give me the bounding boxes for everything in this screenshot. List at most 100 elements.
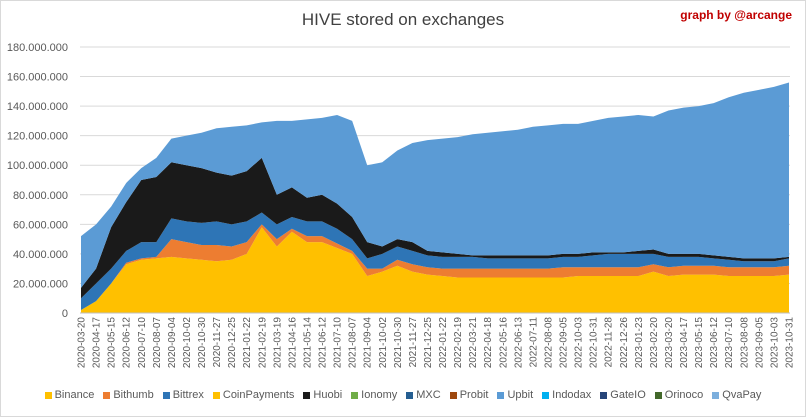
x-tick-label: 2021-07-10 — [333, 317, 344, 369]
legend-swatch — [212, 391, 220, 399]
x-tick-label: 2020-10-02 — [182, 317, 193, 369]
legend-swatch — [600, 391, 608, 399]
x-tick-label: 2023-06-12 — [709, 317, 720, 369]
x-tick-label: 2023-02-20 — [649, 317, 660, 369]
legend-swatch — [103, 391, 111, 399]
legend-item-binance: Binance — [44, 389, 95, 401]
x-tick-label: 2022-01-22 — [438, 317, 449, 369]
legend-item-ionomy: Ionomy — [351, 389, 397, 401]
legend-label: QvaPay — [722, 389, 762, 401]
legend-label: Binance — [54, 389, 95, 401]
x-tick-label: 2023-10-31 — [785, 317, 796, 369]
y-tick-label: 60.000.000 — [13, 219, 68, 231]
x-tick-label: 2022-10-03 — [574, 317, 585, 369]
legend-swatch — [351, 391, 359, 399]
x-tick-label: 2022-08-08 — [543, 317, 554, 369]
legend-swatch — [654, 391, 662, 399]
legend-item-indodax: Indodax — [542, 389, 591, 401]
area-bithumb — [81, 224, 789, 311]
legend-swatch — [303, 391, 311, 399]
legend-item-huobi: Huobi — [303, 389, 342, 401]
y-tick-label: 120.000.000 — [7, 131, 68, 143]
x-tick-label: 2023-05-15 — [694, 317, 705, 369]
legend-label: GateIO — [610, 389, 646, 401]
x-tick-label: 2020-12-25 — [227, 317, 238, 369]
y-tick-label: 0 — [62, 308, 68, 320]
x-tick-label: 2021-04-16 — [287, 317, 298, 369]
legend-label: Indodax — [552, 389, 592, 401]
legend-item-bithumb: Bithumb — [103, 389, 154, 401]
x-tick-label: 2020-07-10 — [137, 317, 148, 369]
legend-item-mxc: MXC — [406, 389, 441, 401]
x-tick-label: 2022-12-26 — [619, 317, 630, 369]
legend-item-probit: Probit — [449, 389, 489, 401]
x-tick-label: 2021-01-22 — [242, 317, 253, 369]
legend-label: Ionomy — [361, 389, 398, 401]
x-tick-label: 2023-07-10 — [724, 317, 735, 369]
legend-swatch — [449, 391, 457, 399]
legend-label: Bithumb — [113, 389, 154, 401]
x-tick-label: 2021-11-27 — [408, 317, 419, 368]
legend-label: Orinoco — [664, 389, 704, 401]
x-tick-label: 2022-03-21 — [468, 317, 479, 369]
legend-swatch — [542, 391, 550, 399]
chart-title: HIVE stored on exchanges — [301, 10, 505, 29]
x-tick-label: 2021-05-14 — [302, 317, 313, 369]
x-tick-label: 2020-03-20 — [77, 317, 88, 369]
legend-swatch — [497, 391, 505, 399]
x-tick-label: 2020-11-27 — [212, 317, 223, 368]
x-tick-label: 2022-05-16 — [498, 317, 509, 369]
x-tick-label: 2022-04-18 — [483, 317, 494, 369]
x-tick-label: 2022-09-05 — [559, 317, 570, 369]
legend-item-orinoco: Orinoco — [654, 389, 704, 401]
chart-credit: graph by @arcange — [680, 8, 792, 22]
y-tick-label: 180.000.000 — [7, 42, 68, 54]
legend-item-gateio: GateIO — [600, 389, 646, 401]
x-tick-label: 2020-04-17 — [92, 317, 103, 369]
x-tick-label: 2021-09-04 — [363, 317, 374, 369]
legend-label: CoinPayments — [222, 389, 295, 401]
x-tick-label: 2020-09-04 — [167, 317, 178, 369]
x-tick-label: 2020-08-07 — [152, 317, 163, 369]
legend-swatch — [712, 391, 720, 399]
legend-label: Probit — [459, 389, 489, 401]
legend-item-bittrex: Bittrex — [162, 389, 204, 401]
x-tick-label: 2021-08-07 — [348, 317, 359, 369]
x-tick-label: 2022-10-31 — [589, 317, 600, 369]
area-bittrex — [81, 212, 789, 311]
x-tick-label: 2021-02-19 — [257, 317, 268, 369]
legend-item-qvapay: QvaPay — [712, 389, 761, 401]
x-tick-label: 2023-04-17 — [679, 317, 690, 369]
x-tick-label: 2021-12-25 — [423, 317, 434, 369]
x-tick-label: 2020-05-15 — [107, 317, 118, 369]
legend-swatch — [406, 391, 414, 399]
y-tick-label: 100.000.000 — [7, 160, 68, 172]
x-tick-label: 2023-03-20 — [664, 317, 675, 369]
legend-item-coinpayments: CoinPayments — [212, 389, 295, 401]
y-tick-label: 160.000.000 — [7, 72, 68, 84]
x-tick-label: 2023-10-03 — [769, 317, 780, 369]
y-tick-label: 140.000.000 — [7, 101, 68, 113]
x-tick-label: 2021-03-19 — [272, 317, 283, 369]
x-tick-label: 2022-02-19 — [453, 317, 464, 369]
legend-label: Huobi — [313, 389, 343, 401]
legend-label: Bittrex — [172, 389, 204, 401]
x-tick-label: 2022-07-11 — [528, 317, 539, 368]
area-upbit — [81, 82, 789, 288]
x-tick-label: 2022-06-13 — [513, 317, 524, 369]
area-binance — [81, 227, 789, 313]
legend-swatch — [44, 391, 52, 399]
x-tick-label: 2020-06-12 — [122, 317, 133, 369]
legend-item-upbit: Upbit — [497, 389, 533, 401]
y-tick-label: 40.000.000 — [13, 249, 68, 261]
legend-swatch — [162, 391, 170, 399]
y-tick-label: 80.000.000 — [13, 190, 68, 202]
x-tick-label: 2022-11-28 — [604, 317, 615, 368]
x-tick-label: 2023-08-08 — [739, 317, 750, 369]
x-tick-label: 2023-09-05 — [754, 317, 765, 369]
legend-label: Upbit — [507, 389, 534, 401]
x-tick-label: 2021-10-30 — [393, 317, 404, 369]
x-tick-label: 2020-10-30 — [197, 317, 208, 369]
legend: Binance Bithumb Bittrex CoinPayments Huobi Io… — [0, 389, 806, 401]
